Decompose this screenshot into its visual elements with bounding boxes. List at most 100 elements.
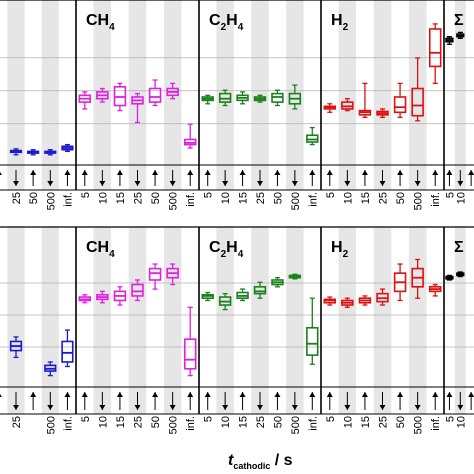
panel-bottom-CH4: 5 10 15 25 50 500 inf. CH4 — [75, 226, 199, 434]
arrow-up-icon — [326, 170, 333, 175]
panel-top-sum: 510 Σ — [443, 0, 474, 204]
shade-band — [251, 227, 269, 414]
box-CH4-15 — [113, 286, 127, 306]
arrow-up-icon — [326, 392, 333, 397]
arrow-down-icon — [457, 181, 464, 186]
box-CH4-10 — [96, 87, 109, 103]
arrow-down-icon — [13, 405, 19, 410]
x-tick-label: inf. — [62, 192, 74, 207]
panel-bottom-sum: 510 Σ — [443, 226, 474, 428]
x-tick-label: 5 — [80, 416, 92, 422]
box-H2-25 — [376, 108, 389, 119]
panel-title-main: CH — [86, 12, 109, 29]
panel-title-subscript: 4 — [109, 249, 115, 260]
panel-title: CH4 — [86, 239, 115, 260]
box-C3H6-500 — [44, 149, 57, 156]
x-tick-label: 50 — [272, 416, 284, 428]
shade-band — [216, 0, 234, 190]
box-sum-10 — [456, 271, 465, 278]
x-tick-label: 500 — [45, 192, 57, 210]
shade-band — [373, 0, 392, 190]
box-C3H6-25 — [9, 336, 23, 359]
box-CH4-5 — [78, 294, 92, 304]
shade-band — [41, 0, 59, 190]
arrow-up-icon — [116, 170, 123, 175]
arrow-up-icon — [397, 392, 404, 397]
box-body — [428, 28, 442, 68]
box-C2H4-5 — [201, 291, 214, 302]
x-tick-label: 15 — [115, 192, 127, 204]
box-CH4-50 — [148, 79, 162, 107]
x-tick-label: 500 — [290, 416, 302, 434]
box-C3H6-inf. — [61, 329, 74, 368]
panel-title-main: CH — [86, 239, 109, 256]
x-tick-label: 50 — [150, 192, 162, 204]
shade-band — [408, 0, 427, 190]
x-axis-title-subscript: cathodic — [233, 461, 271, 472]
panel-title: Σ — [454, 239, 464, 256]
arrow-up-icon — [0, 393, 2, 397]
x-tick-label: 10 — [220, 416, 232, 428]
shade-band — [373, 227, 392, 414]
x-tick-label: 5 — [80, 192, 92, 198]
box-C2H4-inf. — [306, 126, 319, 146]
x-tick-label: 5 — [444, 192, 456, 198]
arrow-up-icon — [468, 392, 474, 397]
x-tick-label: 25 — [133, 192, 145, 204]
panel-title-subscript: 4 — [238, 22, 244, 33]
x-tick-label: 5 — [325, 192, 337, 198]
panel-title: C2H4 — [209, 239, 244, 260]
panel-title-main: C — [209, 12, 221, 29]
arrow-down-icon — [47, 405, 54, 410]
arrow-up-icon — [361, 170, 368, 175]
arrow-down-icon — [47, 181, 54, 186]
arrow-down-icon — [222, 181, 229, 186]
box-H2-5 — [323, 296, 337, 306]
box-body — [183, 338, 197, 370]
panel-title: H2 — [331, 239, 349, 260]
box-H2-500 — [411, 57, 424, 122]
box-C2H4-25 — [253, 281, 267, 299]
x-tick-label: 25 — [378, 416, 390, 428]
box-C2H4-50 — [271, 89, 284, 107]
box-body — [393, 96, 407, 114]
shade-band — [408, 227, 427, 414]
arrow-down-icon — [134, 181, 141, 186]
box-sum-10 — [456, 31, 465, 39]
x-axis-title: tcathodic / s — [228, 452, 293, 471]
box-C3H6-inf. — [61, 143, 74, 153]
panel-title-tail: H — [226, 12, 238, 29]
x-tick-label: 15 — [360, 416, 372, 428]
x-tick-label: 10 — [97, 192, 109, 204]
box-H2-inf. — [428, 283, 442, 297]
arrow-up-icon — [152, 170, 159, 175]
box-CH4-10 — [96, 290, 109, 304]
arrow-up-icon — [274, 392, 281, 397]
arrow-down-icon — [99, 405, 106, 410]
arrow-down-icon — [169, 405, 176, 410]
box-C2H4-5 — [201, 94, 214, 105]
arrow-down-icon — [457, 405, 464, 410]
arrow-up-icon — [274, 170, 281, 175]
box-H2-25 — [376, 288, 389, 306]
x-tick-label: 25 — [255, 416, 267, 428]
shade-band — [163, 227, 182, 414]
panel-bottom-H2: 5 10 15 25 50 500 inf. H2 — [320, 226, 444, 434]
shade-band — [7, 227, 25, 414]
arrow-up-icon — [432, 392, 439, 397]
x-tick-label: 500 — [168, 416, 180, 434]
arrow-up-icon — [446, 392, 453, 397]
box-sum-5 — [445, 274, 454, 281]
panel-title-subscript: 4 — [238, 249, 244, 260]
panel-bottom-C3H6: 25 500 inf. — [0, 226, 76, 434]
box-CH4-15 — [113, 82, 127, 112]
arrow-down-icon — [134, 405, 141, 410]
x-tick-label: 10 — [97, 416, 109, 428]
box-H2-5 — [323, 103, 337, 113]
box-H2-50 — [393, 263, 407, 302]
box-H2-50 — [393, 82, 407, 119]
arrow-up-icon — [81, 170, 88, 175]
arrow-down-icon — [414, 181, 421, 186]
